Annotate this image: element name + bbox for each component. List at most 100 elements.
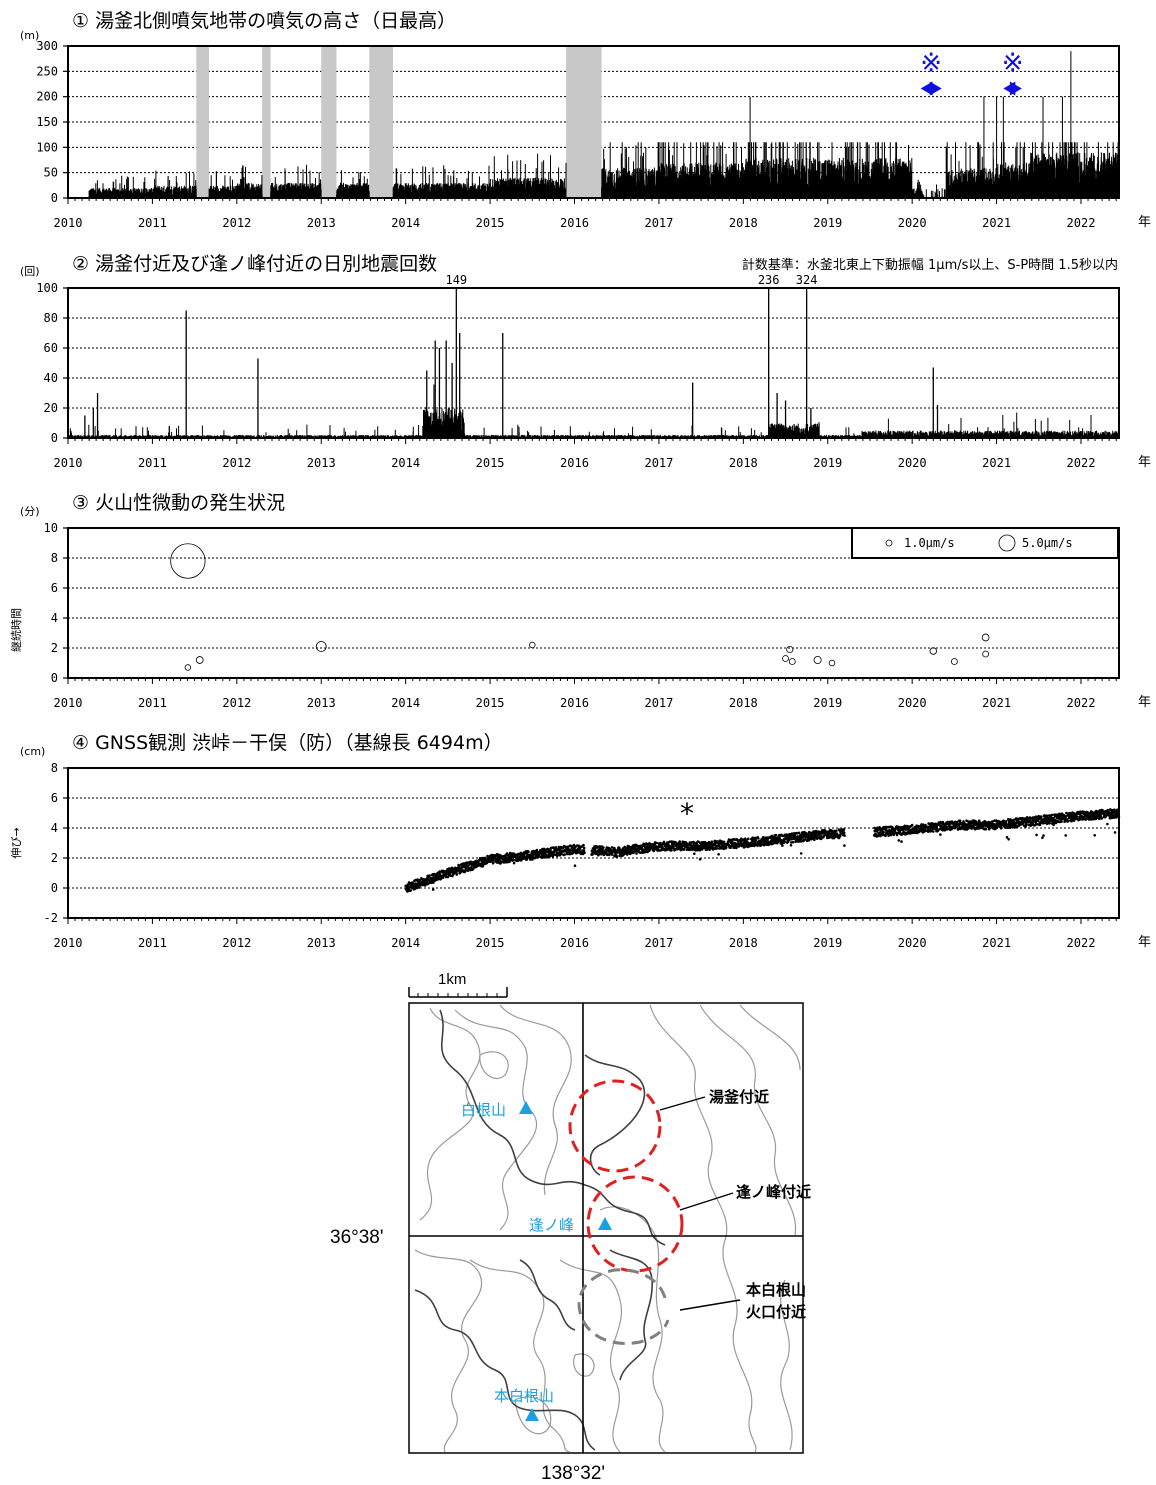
legend-large-circle [998, 534, 1016, 552]
y-tick-label: 6 [51, 581, 58, 595]
quakes-title: ② 湯釜付近及び逢ノ峰付近の日別地震回数 [72, 253, 437, 275]
y-tick-label: 300 [36, 39, 58, 53]
x-tick-label: 2018 [729, 456, 758, 470]
x-tick-label: 2021 [982, 456, 1011, 470]
yugama-area-circle [568, 1079, 662, 1173]
map-leader-lines [659, 1096, 741, 1311]
no-observation-band [369, 46, 394, 198]
map-contours [414, 1004, 801, 1453]
y-tick-label: 150 [36, 115, 58, 129]
x-tick-label: 2019 [813, 936, 842, 950]
x-tick-label: 2014 [391, 456, 420, 470]
peak-label-shiranesan: 白根山 [461, 1102, 506, 1119]
x-tick-label: 2012 [222, 696, 251, 710]
x-tick-label: 2016 [560, 456, 589, 470]
x-tick-label: 2013 [307, 216, 336, 230]
x-tick-label: 2014 [391, 936, 420, 950]
x-tick-label: 2012 [222, 456, 251, 470]
y-tick-label: 4 [51, 611, 58, 625]
tremor-title: ③ 火山性微動の発生状況 [72, 492, 285, 514]
x-tick-label: 2017 [644, 456, 673, 470]
plume-x-unit: 年 [1138, 215, 1151, 230]
marker-symbol: ※ [1002, 48, 1024, 78]
x-tick-label: 2013 [307, 456, 336, 470]
legend-small-circle [885, 539, 893, 547]
longitude-label: 138°32' [541, 1463, 605, 1484]
off-scale-value-label: 236 [758, 273, 780, 287]
tremor-point [828, 659, 836, 667]
peak-triangle-icon [519, 1101, 533, 1114]
x-tick-label: 2016 [560, 216, 589, 230]
legend-large-label: 5.0μm/s [1022, 536, 1073, 550]
plume-unit: (m) [20, 29, 39, 42]
area-label-motoshirane-2: 火口付近 [746, 1303, 806, 1321]
y-tick-label: 80 [44, 311, 58, 325]
y-tick-label: 2 [51, 641, 58, 655]
peak-label-aonomine: 逢ノ峰 [529, 1217, 574, 1234]
y-tick-label: 0 [51, 191, 58, 205]
tremor-point [170, 543, 206, 579]
chart-gnss-baseline: ④ GNSS観測 渋峠－干俣（防）（基線長 6494m） (cm) 伸び→ * … [10, 732, 1151, 950]
aonomine-area-circle [586, 1175, 684, 1273]
arrow-right-icon [929, 81, 942, 96]
y-tick-label: 2 [51, 851, 58, 865]
x-tick-label: 2022 [1067, 936, 1096, 950]
gnss-x-unit: 年 [1138, 935, 1151, 950]
tremor-x-unit: 年 [1138, 695, 1151, 710]
quakes-x-unit: 年 [1138, 455, 1151, 470]
no-observation-band [262, 46, 271, 198]
x-tick-label: 2019 [813, 216, 842, 230]
y-tick-label: 4 [51, 821, 58, 835]
tremor-point [929, 647, 937, 655]
y-tick-label: 8 [51, 551, 58, 565]
y-tick-label: 40 [44, 371, 58, 385]
x-tick-label: 2020 [898, 696, 927, 710]
x-tick-label: 2016 [560, 696, 589, 710]
x-tick-label: 2022 [1067, 696, 1096, 710]
map-road-lines [414, 1009, 666, 1451]
peak-triangle-icon [525, 1408, 539, 1421]
x-tick-label: 2011 [138, 456, 167, 470]
y-tick-label: 8 [51, 761, 58, 775]
marker-group: ※ [1002, 48, 1024, 96]
chart-plume-height: ① 湯釜北側噴気地帯の噴気の高さ（日最高） (m) ※ ※ 0 50 100 150 20… [20, 10, 1151, 230]
x-tick-label: 2020 [898, 216, 927, 230]
tremor-ylabel: 継続時間 [9, 608, 23, 652]
latitude-label: 36°38' [330, 1227, 384, 1248]
peak-label-motoshiranesan: 本白根山 [494, 1388, 554, 1405]
map-peak-aonomine: 逢ノ峰 [529, 1217, 612, 1234]
x-tick-label: 2016 [560, 936, 589, 950]
x-tick-label: 2018 [729, 696, 758, 710]
quakes-plot-frame [67, 287, 1120, 439]
marker-group: ※ [920, 48, 942, 96]
location-map: 1km [330, 971, 811, 1484]
off-scale-value-label: 324 [796, 273, 818, 287]
plume-bars [88, 142, 1120, 198]
y-tick-label: 0 [51, 881, 58, 895]
x-tick-label: 2022 [1067, 216, 1096, 230]
x-tick-label: 2021 [982, 696, 1011, 710]
x-tick-label: 2019 [813, 696, 842, 710]
x-tick-label: 2021 [982, 936, 1011, 950]
x-tick-label: 2014 [391, 216, 420, 230]
x-tick-label: 2014 [391, 696, 420, 710]
area-label-motoshirane-1: 本白根山 [746, 1281, 806, 1299]
tremor-point [529, 641, 536, 649]
x-tick-label: 2017 [644, 936, 673, 950]
x-tick-label: 2011 [138, 216, 167, 230]
no-observation-band [321, 46, 337, 198]
tremor-point [813, 656, 822, 664]
no-observation-band [196, 46, 209, 198]
tremor-point [786, 645, 794, 654]
y-tick-label: 6 [51, 791, 58, 805]
motoshirane-crater-arc [577, 1268, 670, 1345]
marker-symbol: ※ [920, 48, 942, 78]
tremor-unit: (分) [20, 505, 40, 518]
x-tick-label: 2011 [138, 936, 167, 950]
chart-volcanic-tremor: ③ 火山性微動の発生状況 (分) 継続時間 1.0μm/s 5.0μm/s 0 2… [9, 492, 1151, 710]
gnss-unit: (cm) [20, 745, 45, 758]
tremor-point [981, 633, 990, 642]
y-tick-label: 0 [51, 671, 58, 685]
chart-earthquake-counts: ② 湯釜付近及び逢ノ峰付近の日別地震回数 計数基準：水釜北東上下動振幅 1μm/… [20, 253, 1151, 470]
x-tick-label: 2013 [307, 936, 336, 950]
